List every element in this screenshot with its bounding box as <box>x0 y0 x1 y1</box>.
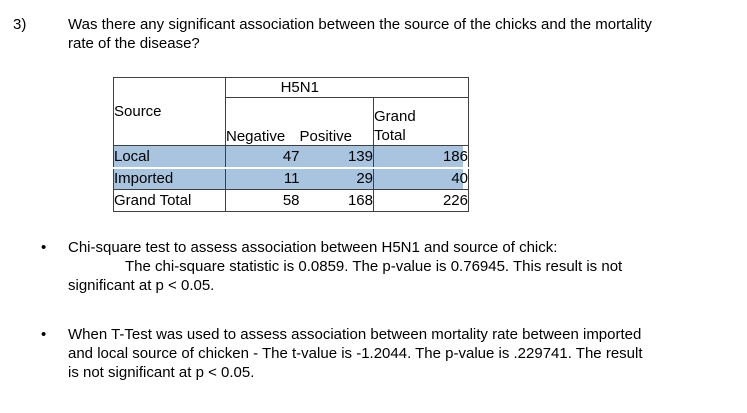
table-group-header: H5N1 <box>225 77 374 98</box>
bullet-marker: • <box>41 239 47 256</box>
table-corner-label: Source <box>113 77 226 146</box>
cell-grand-total: 40 <box>373 167 469 190</box>
table-grand-total-top-cell <box>373 77 469 98</box>
cell-grand-total: 226 <box>373 189 469 212</box>
bullet1-line-3: significant at p < 0.05. <box>68 277 215 294</box>
cell-positive: 168 <box>299 189 374 212</box>
table-row-imported: Imported 11 29 40 <box>113 167 469 190</box>
table-row-grand-total: Grand Total 58 168 226 <box>113 189 469 212</box>
grand-total-header-label: Grand Total <box>374 108 416 144</box>
cell-grand-total: 186 <box>373 145 469 169</box>
cell-negative: 47 <box>225 145 300 169</box>
bullet-marker: • <box>41 326 47 343</box>
cell-positive: 139 <box>299 145 374 169</box>
column-header-positive: Positive <box>299 97 374 146</box>
row-label: Local <box>113 145 226 169</box>
column-header-negative: Negative <box>225 97 300 146</box>
table-row-local: Local 47 139 186 <box>113 145 469 169</box>
bullet1-line-1: Chi-square test to assess association be… <box>68 239 558 256</box>
question-line-1: Was there any significant association be… <box>68 16 652 33</box>
bullet2-line-2: and local source of chicken - The t-valu… <box>68 345 643 362</box>
cell-negative: 58 <box>225 189 300 212</box>
h5n1-source-pivot-table: Source H5N1 Negative Positive Grand Tota… <box>113 77 469 212</box>
column-header-grand-total: Grand Total <box>373 97 469 146</box>
row-label: Grand Total <box>113 189 226 212</box>
bullet1-line-2: The chi-square statistic is 0.0859. The … <box>125 258 623 275</box>
question-number: 3) <box>13 16 27 33</box>
cell-positive: 29 <box>299 167 374 190</box>
row-label: Imported <box>113 167 226 190</box>
bullet2-line-1: When T-Test was used to assess associati… <box>68 326 642 343</box>
bullet2-line-3: is not significant at p < 0.05. <box>68 364 255 381</box>
question-line-2: rate of the disease? <box>68 35 200 52</box>
question-text: Was there any significant association be… <box>68 15 652 53</box>
cell-negative: 11 <box>225 167 300 190</box>
